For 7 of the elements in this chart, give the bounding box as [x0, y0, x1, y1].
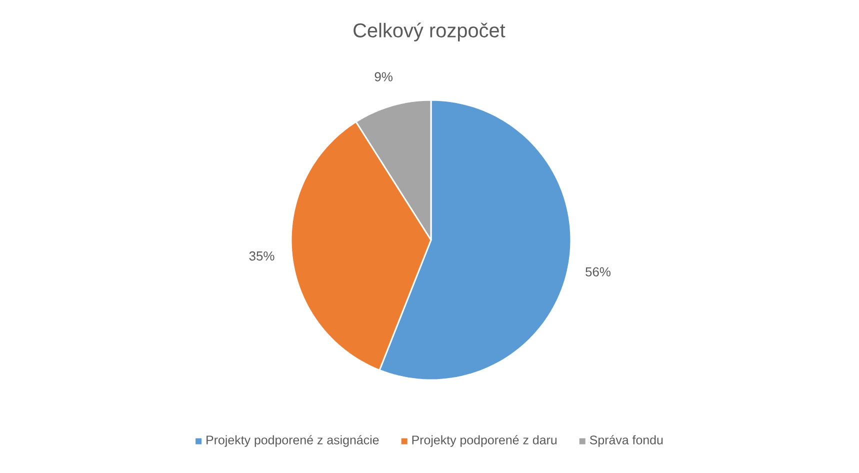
legend-label: Projekty podporené z daru — [412, 435, 557, 447]
data-label: 56% — [586, 267, 610, 276]
data-label: 35% — [249, 251, 274, 261]
data-label: 9% — [374, 72, 392, 82]
legend-label: Projekty podporené z asignácie — [206, 435, 379, 447]
chart-title: Celkový rozpočet — [354, 22, 506, 42]
legend-label: Správa fondu — [590, 435, 663, 447]
